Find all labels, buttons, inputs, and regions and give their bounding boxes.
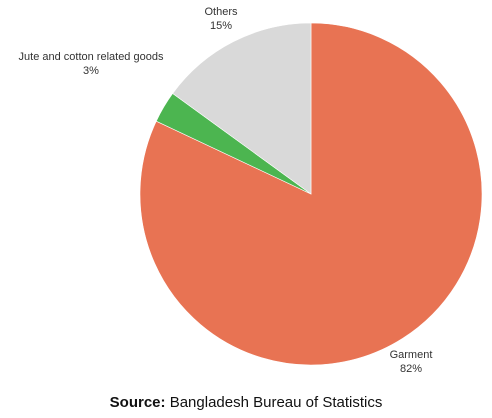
slice-label-others: Others xyxy=(204,6,238,18)
source-text: Bangladesh Bureau of Statistics xyxy=(165,394,383,411)
slice-label-jute-and-cotton-related-goods: Jute and cotton related goods xyxy=(19,51,164,63)
source-note: Source: Bangladesh Bureau of Statistics xyxy=(0,394,492,411)
slice-value-others: 15% xyxy=(210,20,232,32)
pie-chart: Garment 82% Jute and cotton related goods 3… xyxy=(19,6,483,375)
slice-value-garment: 82% xyxy=(400,363,422,375)
pie-slices xyxy=(139,22,483,366)
pie-slice-others xyxy=(172,22,312,195)
source-label: Source: xyxy=(109,394,166,411)
pie-labels: Garment 82% Jute and cotton related goods 3… xyxy=(19,6,433,375)
slice-value-jute-and-cotton-related-goods: 3% xyxy=(83,65,99,77)
slice-label-garment: Garment xyxy=(390,349,433,361)
pie-slice-garment xyxy=(139,22,483,366)
